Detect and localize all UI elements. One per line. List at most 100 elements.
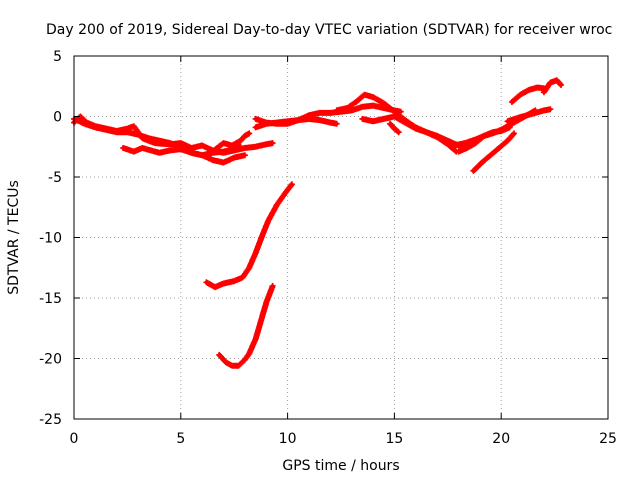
data-point	[285, 121, 290, 126]
series-arc-15	[504, 106, 554, 125]
data-point	[232, 147, 236, 151]
data-point	[334, 108, 339, 113]
series-arc-5	[203, 181, 295, 291]
data-point	[140, 146, 145, 150]
data-point	[533, 111, 538, 115]
data-point	[399, 109, 403, 114]
data-point	[168, 148, 172, 153]
x-tick-label: 25	[599, 431, 617, 447]
x-axis-label: GPS time / hours	[282, 458, 399, 474]
data-point	[345, 106, 350, 110]
data-point	[559, 83, 563, 87]
data-point	[283, 190, 288, 195]
y-tick-label: -20	[39, 352, 62, 368]
data-point	[221, 160, 226, 165]
data-point	[232, 155, 236, 160]
data-point	[146, 136, 151, 141]
data-point	[371, 103, 375, 108]
data-point	[230, 143, 234, 148]
data-point	[247, 131, 251, 136]
data-point	[247, 351, 251, 356]
data-point	[238, 144, 243, 149]
data-point	[243, 357, 247, 362]
data-point	[463, 141, 467, 145]
data-point	[247, 265, 251, 270]
x-tick-label: 0	[70, 431, 79, 447]
data-point	[328, 120, 333, 125]
y-tick-label: -15	[39, 291, 62, 307]
data-point	[482, 134, 486, 138]
axis-ticks: 0 5 10 15 20 25 -25 -20 -15 -10 -5 0 5	[39, 49, 617, 447]
data-point	[211, 158, 215, 162]
x-tick-label: 15	[385, 431, 403, 447]
data-point	[392, 126, 397, 131]
data-point	[253, 251, 258, 256]
data-point	[488, 153, 493, 158]
data-point	[505, 119, 510, 124]
data-point	[136, 132, 140, 137]
series-arc-13	[455, 124, 513, 155]
data-point	[114, 130, 119, 135]
data-point	[78, 114, 83, 119]
data-point	[510, 100, 514, 104]
data-point	[243, 134, 247, 138]
data-point	[121, 146, 125, 150]
data-point	[179, 147, 183, 151]
data-point	[253, 144, 258, 149]
data-point	[473, 141, 478, 145]
data-point	[253, 337, 258, 341]
data-point	[317, 111, 322, 115]
data-point	[240, 275, 245, 280]
data-point	[334, 121, 339, 126]
data-point	[371, 95, 375, 99]
y-tick-label: -10	[39, 231, 62, 247]
data-point	[296, 118, 301, 122]
chart-title: Day 200 of 2019, Sidereal Day-to-day VTE…	[46, 22, 612, 38]
data-point	[480, 160, 484, 165]
series-arc-14	[470, 130, 517, 174]
data-point	[554, 78, 559, 82]
data-point	[403, 120, 407, 125]
data-point	[290, 182, 294, 187]
data-point	[253, 125, 258, 130]
data-point	[200, 143, 204, 148]
x-tick-label: 10	[279, 431, 297, 447]
data-point	[204, 280, 209, 285]
data-point	[238, 138, 243, 143]
data-point	[104, 128, 108, 132]
data-point	[360, 117, 365, 121]
data-point	[362, 92, 367, 97]
data-point	[446, 138, 450, 143]
data-point	[189, 146, 194, 150]
data-point	[435, 134, 439, 138]
data-point	[505, 138, 510, 143]
data-point	[535, 85, 540, 90]
data-point	[260, 315, 264, 320]
data-point	[354, 100, 358, 104]
data-point	[253, 117, 258, 121]
data-point	[266, 218, 271, 223]
data-point	[168, 141, 172, 145]
data-point	[217, 353, 222, 357]
data-point	[465, 146, 469, 150]
data-point	[82, 121, 87, 126]
data-point	[264, 301, 269, 305]
series-arc-8	[252, 115, 340, 127]
data-point	[452, 143, 457, 148]
data-point	[157, 138, 162, 143]
data-point	[328, 111, 333, 115]
data-point	[221, 149, 226, 154]
data-point	[221, 281, 226, 286]
y-axis-label: SDTVAR / TECUs	[6, 180, 22, 295]
data-point	[264, 120, 269, 125]
data-point	[275, 121, 279, 126]
data-point	[243, 146, 247, 150]
data-point	[381, 117, 386, 121]
x-tick-label: 5	[176, 431, 185, 447]
data-point	[307, 117, 311, 121]
data-point	[260, 234, 264, 239]
series-arc-16	[508, 84, 550, 105]
data-point	[392, 109, 397, 114]
x-tick-label: 20	[492, 431, 510, 447]
